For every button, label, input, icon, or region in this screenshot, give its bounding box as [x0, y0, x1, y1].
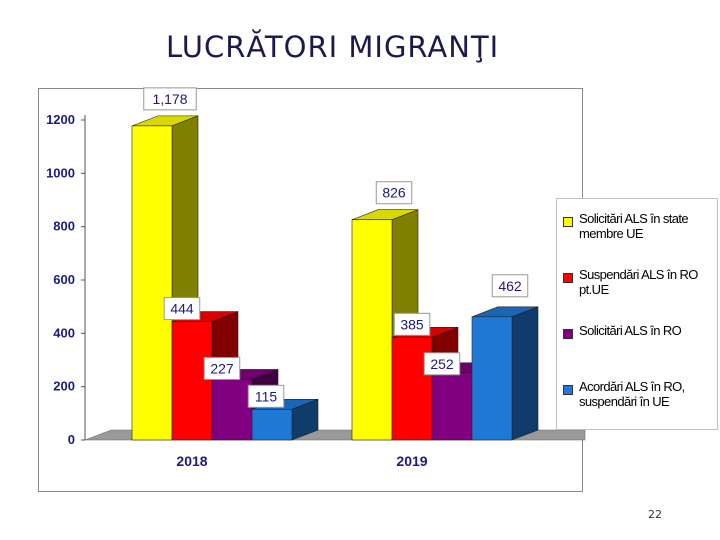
bar: [211, 379, 253, 441]
data-label: 462: [498, 278, 522, 294]
data-label-box: [163, 297, 201, 321]
data-label-box: [247, 384, 285, 408]
legend-swatch: [563, 385, 573, 395]
bar: [251, 409, 293, 441]
y-tick-label: 800: [53, 219, 75, 234]
legend-label: Solicitări ALS în RO: [579, 323, 682, 338]
bar: [171, 321, 213, 441]
legend-swatch: [563, 273, 573, 283]
x-tick-label: 2019: [396, 453, 427, 469]
y-tick-label: 0: [68, 432, 75, 447]
bar: [131, 125, 173, 441]
data-label: 1,178: [152, 91, 187, 107]
legend-swatch: [563, 329, 573, 339]
y-tick-label: 200: [53, 379, 75, 394]
y-tick-label: 400: [53, 325, 75, 340]
legend: Solicitări ALS în state membre UE Suspen…: [556, 198, 718, 430]
data-label: 227: [210, 360, 234, 376]
data-label: 115: [255, 388, 278, 404]
data-label: 826: [382, 185, 406, 201]
y-tick-label: 1200: [46, 112, 75, 127]
y-tick-label: 1000: [46, 165, 75, 180]
slide-number: 22: [648, 508, 662, 521]
legend-label: Suspendări ALS în RO pt.UE: [579, 267, 698, 297]
bar: [431, 372, 473, 441]
bar: [351, 219, 393, 441]
legend-label: Solicitări ALS în state membre UE: [579, 211, 689, 241]
data-label: 252: [430, 356, 454, 372]
bar-side: [511, 306, 539, 441]
data-label-box: [423, 352, 461, 376]
data-label-box: [203, 356, 241, 380]
bar: [471, 316, 513, 441]
x-tick-label: 2018: [176, 453, 207, 469]
legend-swatch: [563, 217, 573, 227]
data-label-box: [393, 312, 431, 336]
slide-title: LUCRĂTORI MIGRANŢI: [166, 30, 500, 64]
data-label-box: [143, 87, 197, 111]
data-label-box: [375, 181, 413, 205]
data-label: 444: [170, 301, 194, 317]
data-label-box: [491, 274, 529, 298]
data-label: 385: [400, 316, 424, 332]
legend-label: Acordări ALS în RO, suspendări în UE: [579, 379, 685, 409]
y-tick-label: 600: [53, 272, 75, 287]
